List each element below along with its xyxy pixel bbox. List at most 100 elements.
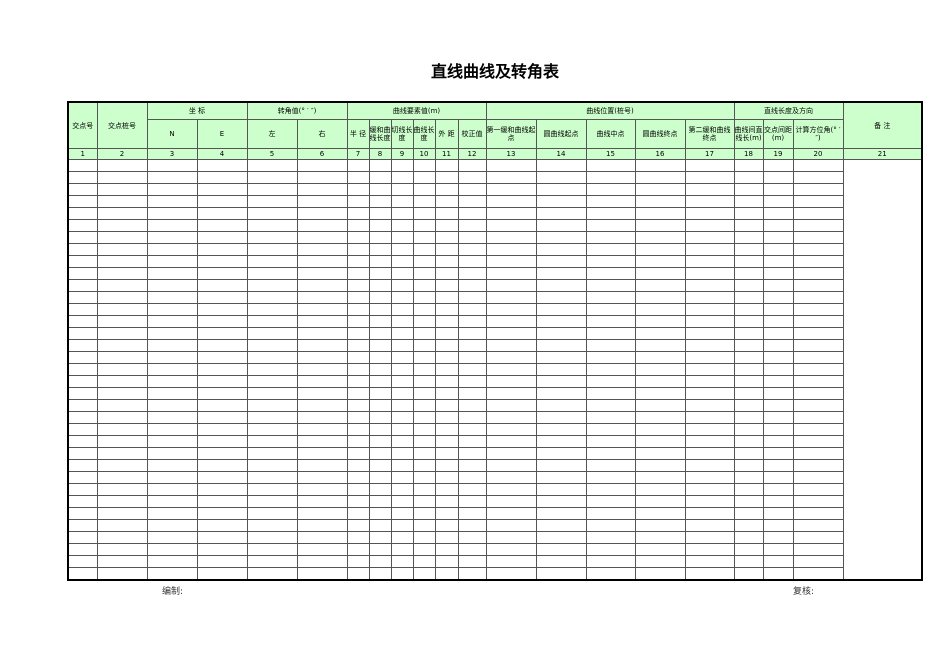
table-cell[interactable]: [146, 411, 198, 424]
table-cell[interactable]: [67, 159, 98, 172]
table-cell[interactable]: [196, 171, 248, 184]
table-cell[interactable]: [485, 207, 537, 220]
table-cell[interactable]: [792, 471, 844, 484]
table-cell[interactable]: [246, 447, 298, 460]
table-cell[interactable]: [762, 219, 794, 232]
table-cell[interactable]: [146, 267, 198, 280]
table-cell[interactable]: [246, 255, 298, 268]
table-cell[interactable]: [434, 171, 459, 184]
table-cell[interactable]: [368, 375, 392, 388]
table-cell[interactable]: [634, 183, 686, 196]
table-cell[interactable]: [585, 219, 636, 232]
table-cell[interactable]: [146, 435, 198, 448]
table-cell[interactable]: [535, 291, 587, 304]
table-cell[interactable]: [535, 363, 587, 376]
table-cell[interactable]: [390, 483, 414, 496]
table-cell[interactable]: [346, 435, 370, 448]
table-cell[interactable]: [762, 255, 794, 268]
table-cell[interactable]: [684, 219, 735, 232]
table-cell[interactable]: [368, 255, 392, 268]
table-cell[interactable]: [96, 327, 148, 340]
table-cell[interactable]: [535, 375, 587, 388]
table-cell[interactable]: [684, 375, 735, 388]
table-cell[interactable]: [346, 315, 370, 328]
table-cell[interactable]: [684, 171, 735, 184]
remark-cell[interactable]: [842, 495, 923, 508]
table-cell[interactable]: [634, 291, 686, 304]
table-cell[interactable]: [792, 351, 844, 364]
table-cell[interactable]: [684, 423, 735, 436]
table-cell[interactable]: [457, 219, 487, 232]
table-cell[interactable]: [196, 183, 248, 196]
table-cell[interactable]: [296, 375, 348, 388]
table-cell[interactable]: [390, 183, 414, 196]
table-cell[interactable]: [585, 387, 636, 400]
table-cell[interactable]: [762, 375, 794, 388]
table-cell[interactable]: [146, 231, 198, 244]
table-cell[interactable]: [535, 531, 587, 544]
table-cell[interactable]: [412, 267, 436, 280]
remark-cell[interactable]: [842, 375, 923, 388]
table-cell[interactable]: [412, 339, 436, 352]
table-cell[interactable]: [246, 363, 298, 376]
table-cell[interactable]: [412, 195, 436, 208]
table-cell[interactable]: [634, 447, 686, 460]
table-cell[interactable]: [457, 231, 487, 244]
table-cell[interactable]: [733, 471, 764, 484]
table-cell[interactable]: [485, 471, 537, 484]
table-cell[interactable]: [368, 351, 392, 364]
table-cell[interactable]: [634, 303, 686, 316]
table-cell[interactable]: [96, 243, 148, 256]
table-cell[interactable]: [585, 447, 636, 460]
table-cell[interactable]: [196, 243, 248, 256]
table-cell[interactable]: [96, 567, 148, 581]
table-cell[interactable]: [146, 423, 198, 436]
table-cell[interactable]: [67, 219, 98, 232]
table-cell[interactable]: [585, 195, 636, 208]
table-cell[interactable]: [346, 483, 370, 496]
table-cell[interactable]: [390, 543, 414, 556]
table-cell[interactable]: [457, 207, 487, 220]
table-cell[interactable]: [96, 195, 148, 208]
table-cell[interactable]: [390, 375, 414, 388]
table-cell[interactable]: [792, 399, 844, 412]
table-cell[interactable]: [762, 399, 794, 412]
table-cell[interactable]: [684, 231, 735, 244]
table-cell[interactable]: [196, 279, 248, 292]
table-cell[interactable]: [196, 459, 248, 472]
table-cell[interactable]: [346, 447, 370, 460]
table-cell[interactable]: [457, 387, 487, 400]
table-cell[interactable]: [196, 303, 248, 316]
table-cell[interactable]: [684, 363, 735, 376]
table-cell[interactable]: [67, 519, 98, 532]
table-cell[interactable]: [733, 339, 764, 352]
table-cell[interactable]: [535, 267, 587, 280]
table-cell[interactable]: [368, 363, 392, 376]
table-cell[interactable]: [96, 207, 148, 220]
table-cell[interactable]: [634, 231, 686, 244]
table-cell[interactable]: [96, 411, 148, 424]
table-cell[interactable]: [67, 243, 98, 256]
table-cell[interactable]: [762, 555, 794, 568]
table-cell[interactable]: [684, 255, 735, 268]
table-cell[interactable]: [733, 231, 764, 244]
remark-cell[interactable]: [842, 531, 923, 544]
table-cell[interactable]: [684, 207, 735, 220]
table-cell[interactable]: [634, 171, 686, 184]
table-cell[interactable]: [684, 459, 735, 472]
table-cell[interactable]: [246, 411, 298, 424]
table-cell[interactable]: [196, 291, 248, 304]
table-cell[interactable]: [96, 351, 148, 364]
table-cell[interactable]: [434, 255, 459, 268]
table-cell[interactable]: [67, 267, 98, 280]
table-cell[interactable]: [535, 483, 587, 496]
table-cell[interactable]: [368, 231, 392, 244]
table-cell[interactable]: [196, 339, 248, 352]
table-cell[interactable]: [762, 483, 794, 496]
table-cell[interactable]: [67, 435, 98, 448]
table-cell[interactable]: [196, 531, 248, 544]
table-cell[interactable]: [457, 183, 487, 196]
table-cell[interactable]: [733, 207, 764, 220]
table-cell[interactable]: [457, 423, 487, 436]
remark-cell[interactable]: [842, 519, 923, 532]
